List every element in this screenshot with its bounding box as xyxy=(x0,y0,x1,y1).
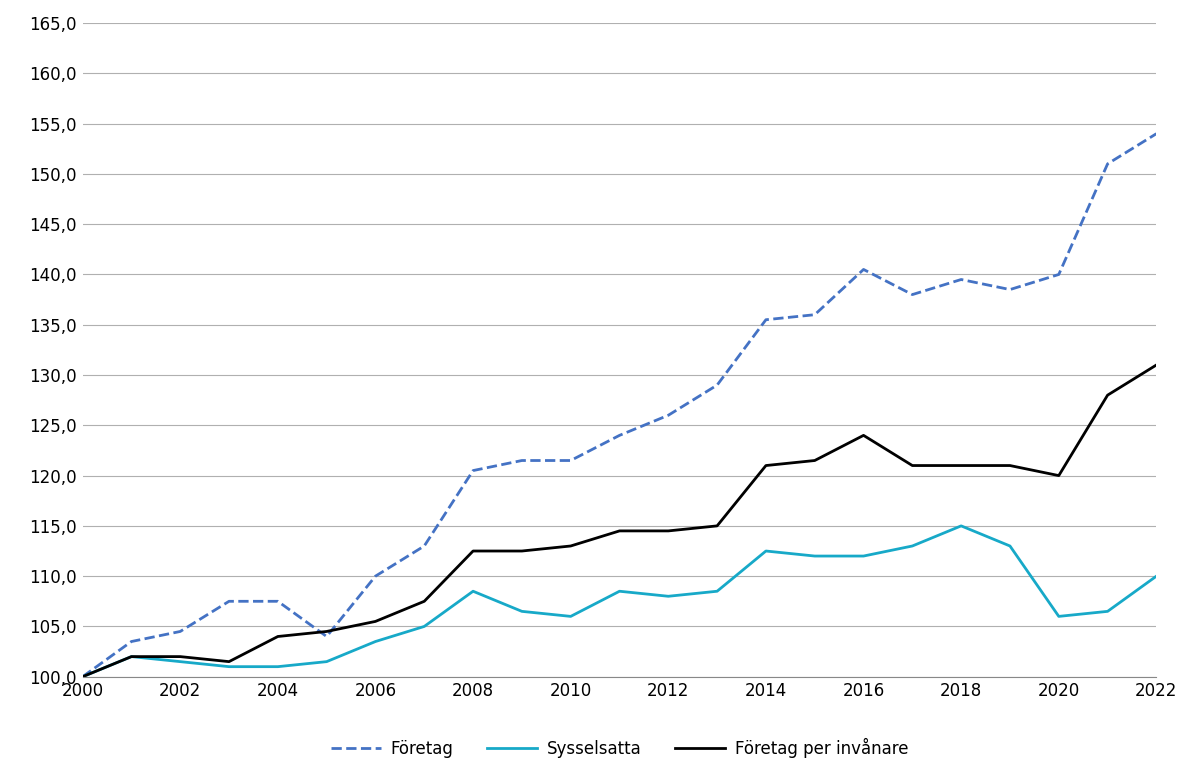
Sysselsatta xyxy=(222,662,236,671)
Företag xyxy=(759,315,773,325)
Företag per invånare xyxy=(1051,471,1066,480)
Legend: Företag, Sysselsatta, Företag per invånare: Företag, Sysselsatta, Företag per invåna… xyxy=(324,731,914,764)
Företag xyxy=(1149,129,1163,138)
Företag per invånare xyxy=(661,526,675,535)
Företag per invånare xyxy=(1003,461,1017,470)
Sysselsatta xyxy=(1051,612,1066,621)
Företag xyxy=(222,597,236,606)
Sysselsatta xyxy=(1149,571,1163,581)
Företag xyxy=(514,456,529,465)
Sysselsatta xyxy=(905,541,919,551)
Företag per invånare xyxy=(320,627,334,636)
Företag per invånare xyxy=(124,652,138,661)
Företag xyxy=(612,431,627,440)
Företag xyxy=(905,290,919,299)
Företag per invånare xyxy=(857,431,871,440)
Företag xyxy=(466,466,480,475)
Företag per invånare xyxy=(173,652,188,661)
Företag per invånare xyxy=(514,547,529,556)
Företag per invånare xyxy=(807,456,821,465)
Sysselsatta xyxy=(1003,541,1017,551)
Sysselsatta xyxy=(368,637,382,646)
Företag per invånare xyxy=(418,597,432,606)
Företag xyxy=(1101,159,1115,168)
Sysselsatta xyxy=(514,607,529,616)
Företag xyxy=(955,275,969,284)
Företag per invånare xyxy=(710,521,725,531)
Företag per invånare xyxy=(76,672,90,681)
Sysselsatta xyxy=(710,587,725,596)
Företag per invånare xyxy=(222,657,236,666)
Line: Företag: Företag xyxy=(83,134,1156,677)
Sysselsatta xyxy=(466,587,480,596)
Företag per invånare xyxy=(955,461,969,470)
Företag per invånare xyxy=(270,632,284,641)
Företag xyxy=(418,541,432,551)
Sysselsatta xyxy=(173,657,188,666)
Företag xyxy=(807,310,821,319)
Sysselsatta xyxy=(612,587,627,596)
Företag xyxy=(320,632,334,641)
Sysselsatta xyxy=(418,622,432,631)
Sysselsatta xyxy=(320,657,334,666)
Företag per invånare xyxy=(612,526,627,535)
Företag per invånare xyxy=(1101,391,1115,400)
Företag xyxy=(710,381,725,390)
Företag xyxy=(1003,285,1017,295)
Sysselsatta xyxy=(1101,607,1115,616)
Företag per invånare xyxy=(466,547,480,556)
Sysselsatta xyxy=(564,612,578,621)
Företag per invånare xyxy=(564,541,578,551)
Företag xyxy=(270,597,284,606)
Företag xyxy=(124,637,138,646)
Företag per invånare xyxy=(759,461,773,470)
Sysselsatta xyxy=(76,672,90,681)
Företag xyxy=(661,411,675,420)
Line: Sysselsatta: Sysselsatta xyxy=(83,526,1156,677)
Sysselsatta xyxy=(955,521,969,531)
Sysselsatta xyxy=(759,547,773,556)
Företag per invånare xyxy=(905,461,919,470)
Sysselsatta xyxy=(124,652,138,661)
Sysselsatta xyxy=(661,591,675,601)
Line: Företag per invånare: Företag per invånare xyxy=(83,365,1156,677)
Sysselsatta xyxy=(807,551,821,561)
Företag xyxy=(368,571,382,581)
Sysselsatta xyxy=(270,662,284,671)
Företag xyxy=(76,672,90,681)
Sysselsatta xyxy=(857,551,871,561)
Företag xyxy=(1051,270,1066,279)
Företag xyxy=(564,456,578,465)
Företag xyxy=(857,265,871,274)
Företag per invånare xyxy=(368,617,382,626)
Företag xyxy=(173,627,188,636)
Företag per invånare xyxy=(1149,361,1163,370)
